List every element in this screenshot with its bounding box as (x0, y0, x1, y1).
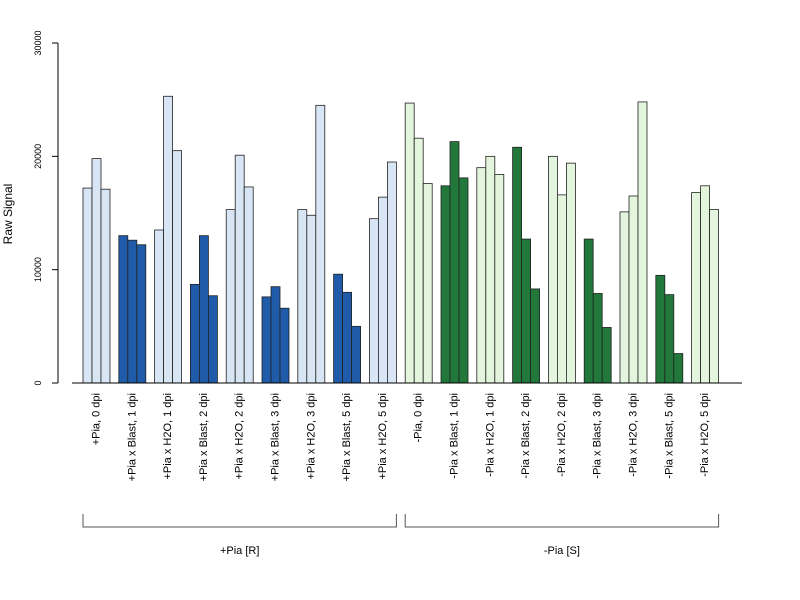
x-tick-label: +Pia x H2O, 2 dpi (234, 393, 246, 480)
bar (673, 353, 684, 384)
group-brackets: +Pia [R] -Pia [S] (82, 514, 720, 557)
bar (297, 209, 308, 384)
bar (377, 196, 388, 384)
bar (691, 192, 701, 384)
bar (530, 288, 540, 384)
y-axis-label: Raw Signal (1, 184, 15, 245)
group-label: -Pia [S] (544, 545, 580, 557)
bar (404, 102, 415, 384)
x-tick-label: +Pia x Blast, 1 dpi (126, 393, 138, 481)
y-tick-label: 20000 (33, 144, 43, 169)
bar (386, 161, 397, 384)
x-tick-label: -Pia x Blast, 5 dpi (663, 393, 675, 479)
bar (243, 186, 254, 384)
x-tick-label: -Pia x H2O, 3 dpi (628, 393, 640, 477)
group-bracket (404, 514, 720, 528)
x-tick-label: +Pia x H2O, 1 dpi (162, 393, 174, 480)
y-tick-label: 10000 (33, 257, 43, 282)
bar (127, 239, 138, 384)
bars (82, 95, 719, 384)
bar (548, 155, 558, 384)
bar (368, 218, 379, 384)
bar (225, 209, 236, 384)
bar (476, 167, 487, 384)
x-tick-label: +Pia x Blast, 2 dpi (198, 393, 210, 481)
bar (494, 174, 505, 384)
x-tick-labels: +Pia, 0 dpi +Pia x Blast, 1 dpi +Pia x H2O… (91, 393, 712, 481)
y-tick-label: 30000 (33, 30, 43, 55)
bar (628, 195, 639, 384)
x-tick-label: +Pia x Blast, 5 dpi (341, 393, 353, 481)
x-tick-label: +Pia, 0 dpi (91, 393, 103, 445)
bar (458, 177, 469, 384)
x-tick-label: -Pia x H2O, 2 dpi (556, 393, 568, 477)
bar (413, 137, 424, 384)
bar (422, 183, 433, 384)
y-tick-label: 0 (33, 380, 43, 385)
bar (485, 155, 496, 384)
bar (154, 229, 165, 384)
bar (449, 141, 460, 384)
bar (279, 307, 290, 384)
bar (207, 295, 218, 384)
bar (655, 274, 666, 384)
bar (619, 211, 630, 384)
bar (189, 283, 200, 384)
bar (351, 325, 362, 384)
bar (342, 291, 353, 384)
bar (566, 162, 576, 384)
bar (700, 185, 710, 384)
bar (512, 146, 522, 384)
bar (306, 214, 317, 384)
bar (163, 95, 174, 384)
x-tick-label: -Pia x H2O, 1 dpi (484, 393, 496, 477)
bar (601, 327, 612, 384)
bar (557, 194, 567, 384)
x-tick-label: -Pia x Blast, 1 dpi (449, 393, 461, 479)
bar (91, 158, 102, 384)
x-tick-label: +Pia x Blast, 3 dpi (270, 393, 282, 481)
bar (82, 187, 93, 384)
bar (136, 244, 147, 384)
x-tick-label: +Pia x H2O, 3 dpi (305, 393, 317, 480)
bar (333, 273, 344, 384)
bar (583, 238, 594, 384)
bar (664, 294, 675, 384)
x-tick-label: +Pia x H2O, 5 dpi (377, 393, 389, 480)
bar (637, 101, 648, 384)
group-bracket (82, 514, 397, 528)
group-label: +Pia [R] (220, 545, 259, 557)
bar (709, 209, 719, 384)
bar (172, 150, 183, 384)
bar (198, 235, 209, 384)
x-tick-label: -Pia, 0 dpi (413, 393, 425, 443)
bar (234, 154, 245, 384)
bar (440, 185, 451, 384)
bar (270, 286, 281, 384)
x-tick-label: -Pia x Blast, 2 dpi (520, 393, 532, 479)
y-axis: 0 10000 20000 30000 (33, 30, 59, 386)
bar (315, 104, 326, 384)
bar (118, 235, 129, 384)
bar (521, 238, 531, 384)
bar (100, 188, 111, 384)
x-tick-label: -Pia x Blast, 3 dpi (592, 393, 604, 479)
bar (261, 296, 272, 384)
x-tick-label: -Pia x H2O, 5 dpi (699, 393, 711, 477)
bar (592, 293, 603, 384)
